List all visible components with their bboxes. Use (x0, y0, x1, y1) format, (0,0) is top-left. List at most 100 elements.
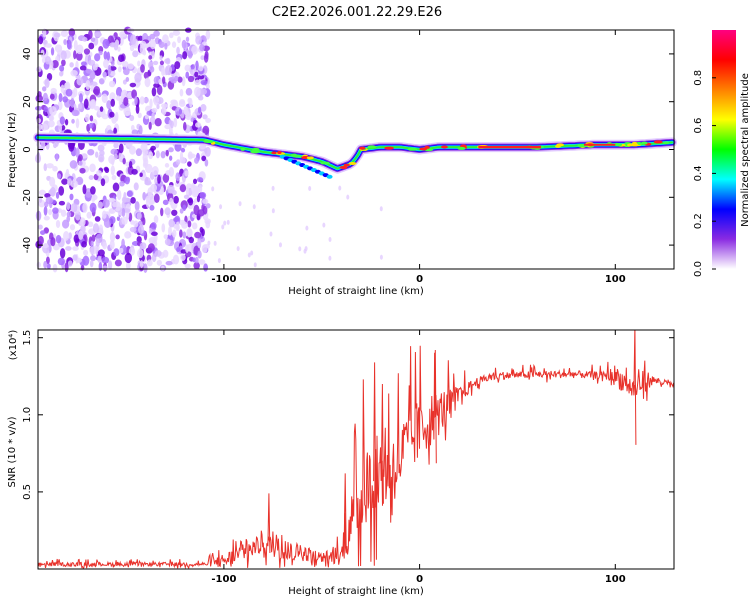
noise-cell (80, 265, 85, 271)
noise-cell (125, 111, 132, 116)
noise-cell (117, 66, 122, 73)
noise-cell (177, 36, 181, 44)
ridge-peak-cell (367, 145, 377, 149)
noise-cell (185, 87, 193, 96)
noise-cell (79, 65, 87, 71)
colorbar-tick-label: 0.4 (693, 165, 704, 181)
noise-cell (95, 238, 100, 247)
noise-cell (134, 96, 138, 106)
noise-cell (124, 231, 132, 239)
colorbar-tick-label: 0.0 (693, 261, 704, 277)
noise-cell (110, 71, 116, 77)
noise-cell (156, 104, 160, 110)
noise-cell (62, 96, 68, 103)
noise-cell (91, 196, 96, 202)
noise-cell (161, 223, 166, 233)
x-tick-label: -100 (211, 574, 236, 585)
noise-cell (75, 44, 84, 55)
noise-cell (79, 217, 86, 227)
noise-cell (197, 209, 205, 217)
noise-cell (63, 38, 67, 46)
noise-cell (51, 59, 59, 69)
noise-cell (144, 114, 149, 120)
noise-cell (44, 201, 49, 208)
noise-cell (111, 174, 117, 181)
noise-cell (99, 149, 105, 157)
noise-cell (94, 216, 101, 222)
noise-cell (64, 118, 69, 126)
noise-cell (184, 64, 191, 72)
noise-cell (176, 46, 180, 55)
noise-cell (278, 242, 282, 248)
noise-cell (134, 72, 142, 83)
y-tick-label: 1.5 (22, 330, 33, 346)
noise-cell (90, 37, 96, 43)
noise-cell (136, 236, 142, 243)
noise-cell (84, 113, 90, 123)
noise-cell (322, 222, 326, 228)
noise-cell (73, 87, 78, 98)
noise-cell (142, 217, 146, 226)
noise-cell (103, 59, 109, 69)
noise-cell (118, 152, 124, 162)
noise-cell (92, 64, 98, 71)
noise-cell (115, 234, 120, 240)
noise-cell (43, 215, 50, 221)
x-tick-label: 0 (416, 574, 423, 585)
noise-cell (161, 106, 167, 116)
noise-cell (60, 50, 67, 61)
noise-cell (78, 230, 84, 240)
ridge-peak-cell (271, 151, 277, 155)
chart-title: C2E2.2026.001.22.29.E26 (272, 5, 442, 20)
ridge-peak-cell (359, 146, 366, 150)
ridge-peak-cell (457, 146, 466, 150)
ridge-peak-cell (277, 151, 282, 155)
noise-cell (60, 84, 65, 94)
noise-cell (170, 120, 174, 129)
noise-cell (191, 45, 198, 55)
noise-cell (71, 109, 80, 117)
noise-cell (59, 248, 66, 259)
noise-cell (179, 184, 187, 193)
noise-cell (169, 32, 174, 39)
noise-cell (100, 178, 106, 187)
noise-cell (54, 44, 63, 53)
noise-cell (181, 76, 186, 87)
noise-cell (199, 191, 207, 199)
noise-cell (45, 256, 50, 265)
noise-cell (201, 204, 205, 211)
noise-cell (66, 201, 71, 211)
noise-cell (66, 215, 71, 223)
noise-cell (119, 180, 125, 187)
noise-cell (203, 53, 209, 63)
noise-cell (55, 153, 59, 162)
noise-cell (113, 41, 119, 51)
noise-cell (305, 225, 309, 231)
colorbar-label: Normalized spectral amplitude (740, 73, 750, 227)
noise-cell (129, 82, 137, 88)
ridge-peak-cell (653, 140, 663, 144)
noise-cell (138, 125, 143, 136)
y-tick-label: 0.5 (22, 484, 33, 500)
noise-cell (52, 165, 58, 172)
noise-cell (137, 112, 142, 119)
noise-cell (94, 151, 99, 158)
noise-cell (153, 193, 160, 204)
noise-cell (107, 260, 113, 270)
noise-cell (188, 153, 196, 159)
noise-cell (98, 45, 104, 53)
noise-cell (38, 224, 43, 230)
noise-cell (152, 60, 159, 66)
noise-cell (123, 68, 130, 76)
noise-cell (139, 44, 146, 55)
noise-cell (194, 86, 201, 97)
noise-cell (173, 117, 178, 128)
noise-cell (109, 111, 115, 118)
noise-cell (162, 199, 169, 206)
noise-cell (179, 219, 186, 226)
noise-cell (179, 208, 184, 214)
noise-cell (132, 50, 139, 58)
noise-cell (182, 231, 187, 239)
noise-cell (159, 60, 165, 66)
noise-cell (82, 255, 90, 266)
